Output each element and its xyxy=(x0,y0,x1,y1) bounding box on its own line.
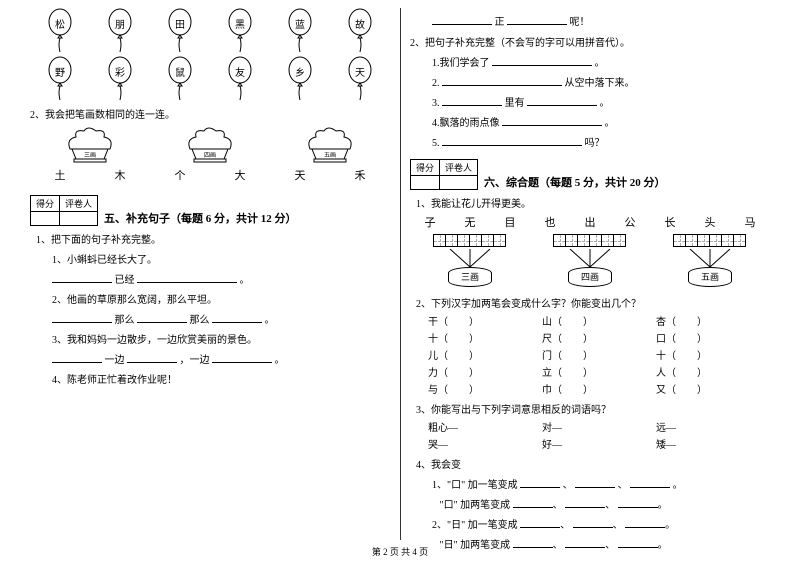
q2-row: 十（ ）尺（ ）口（ ） xyxy=(428,330,770,345)
char: 土 xyxy=(55,167,66,183)
top-blank-line: 正 呢！ xyxy=(432,13,770,28)
basket-icon: 三画 xyxy=(60,127,120,163)
svg-text:五画: 五画 xyxy=(324,152,336,159)
char: 个 xyxy=(175,167,186,183)
basket-row: 三画 四画 五画 xyxy=(30,127,390,163)
blank[interactable] xyxy=(625,518,665,528)
pot: 四画 xyxy=(560,249,620,287)
blank[interactable] xyxy=(502,116,602,126)
balloon-char: 松 xyxy=(46,16,74,31)
balloons-row-bottom: 野 彩 鼠 友 乡 天 xyxy=(30,56,390,100)
left-column: 松 朋 田 黑 蓝 故 野 彩 xyxy=(20,8,400,540)
blank[interactable] xyxy=(137,273,237,283)
score-head: 评卷人 xyxy=(60,196,98,212)
balloon: 松 xyxy=(46,8,74,52)
score-table: 得分评卷人 xyxy=(30,195,98,226)
score-box: 得分评卷人 五、补充句子（每题 6 分，共计 12 分） xyxy=(30,195,390,226)
s5-2: 2、他画的草原那么宽阔，那么平坦。 xyxy=(52,291,390,306)
grid[interactable] xyxy=(554,234,626,247)
char: 木 xyxy=(115,167,126,183)
blank[interactable] xyxy=(527,96,597,106)
grid[interactable] xyxy=(674,234,746,247)
balloon: 黑 xyxy=(226,8,254,52)
s5-4: 4、陈老师正忙着改作业呢！ xyxy=(52,371,390,386)
q3-row: 哭—好—矮— xyxy=(428,436,770,451)
right-q2: 2、把句子补充完整（不会写的字可以用拼音代）。 xyxy=(410,34,770,49)
balloon: 朋 xyxy=(106,8,134,52)
svg-text:四画: 四画 xyxy=(204,152,216,159)
score-head: 得分 xyxy=(31,196,60,212)
pot-row: 三画 四画 五画 xyxy=(410,249,770,287)
blank[interactable] xyxy=(507,15,567,25)
basket-icon: 五画 xyxy=(300,127,360,163)
blank[interactable] xyxy=(442,136,582,146)
s5-3-blank: 一边 ，一边 。 xyxy=(52,351,390,366)
flower-chars: 子 无 目 也 出 公 长 头 马 xyxy=(410,214,770,230)
s5-q1: 1、把下面的句子补充完整。 xyxy=(36,231,390,246)
section-5-title: 五、补充句子（每题 6 分，共计 12 分） xyxy=(104,210,297,226)
char: 禾 xyxy=(355,167,366,183)
blank[interactable] xyxy=(212,353,272,363)
q2-row: 儿（ ）门（ ）十（ ） xyxy=(428,347,770,362)
blank[interactable] xyxy=(630,478,670,488)
s5-1-blank: 已经 。 xyxy=(52,271,390,286)
right-column: 正 呢！ 2、把句子补充完整（不会写的字可以用拼音代）。 1.我们学会了 。 2… xyxy=(400,8,780,540)
s6-q4: 4、我会变 xyxy=(416,456,770,471)
basket-icon: 四画 xyxy=(180,127,240,163)
stroke-chars-row: 土 木 个 大 天 禾 xyxy=(30,167,390,183)
q2-row: 力（ ）立（ ）人（ ） xyxy=(428,364,770,379)
s5-1: 1、小蝌蚪已经长大了。 xyxy=(52,251,390,266)
blank[interactable] xyxy=(52,273,112,283)
blank[interactable] xyxy=(618,538,658,548)
q2-row: 与（ ）巾（ ）又（ ） xyxy=(428,381,770,396)
s5-2-blank: 那么 那么 。 xyxy=(52,311,390,326)
s5-3: 3、我和妈妈一边散步，一边欣赏美丽的景色。 xyxy=(52,331,390,346)
pot: 五画 xyxy=(680,249,740,287)
blank[interactable] xyxy=(442,96,502,106)
q2-row: 干（ ）山（ ）杏（ ） xyxy=(428,313,770,328)
balloon: 蓝 xyxy=(286,8,314,52)
blank[interactable] xyxy=(565,538,605,548)
blank[interactable] xyxy=(573,518,613,528)
blank[interactable] xyxy=(513,498,553,508)
blank[interactable] xyxy=(520,478,560,488)
blank[interactable] xyxy=(127,353,177,363)
char: 大 xyxy=(235,167,246,183)
char: 天 xyxy=(295,167,306,183)
blank[interactable] xyxy=(432,15,492,25)
s6-q1: 1、我能让花儿开得更美。 xyxy=(416,195,770,210)
blank[interactable] xyxy=(212,313,262,323)
blank[interactable] xyxy=(618,498,658,508)
svg-text:三画: 三画 xyxy=(84,152,96,159)
blank[interactable] xyxy=(565,498,605,508)
section-6-title: 六、综合题（每题 5 分，共计 20 分） xyxy=(484,174,666,190)
q3-row: 粗心—对—远— xyxy=(428,419,770,434)
grid-row xyxy=(410,234,770,247)
left-q2: 2、我会把笔画数相同的连一连。 xyxy=(30,106,390,121)
score-box: 得分评卷人 六、综合题（每题 5 分，共计 20 分） xyxy=(410,159,770,190)
blank[interactable] xyxy=(52,313,112,323)
pot: 三画 xyxy=(440,249,500,287)
blank[interactable] xyxy=(137,313,187,323)
blank[interactable] xyxy=(492,56,592,66)
s6-q2: 2、下列汉字加两笔会变成什么字？你能变出几个？ xyxy=(416,295,770,310)
balloon: 故 xyxy=(346,8,374,52)
column-divider xyxy=(400,8,401,540)
blank[interactable] xyxy=(52,353,102,363)
blank[interactable] xyxy=(575,478,615,488)
grid[interactable] xyxy=(434,234,506,247)
blank[interactable] xyxy=(442,76,562,86)
blank[interactable] xyxy=(513,538,553,548)
blank[interactable] xyxy=(520,518,560,528)
s6-q3: 3、你能写出与下列字词意思相反的词语吗？ xyxy=(416,401,770,416)
balloons-row-top: 松 朋 田 黑 蓝 故 xyxy=(30,8,390,52)
balloon: 田 xyxy=(166,8,194,52)
